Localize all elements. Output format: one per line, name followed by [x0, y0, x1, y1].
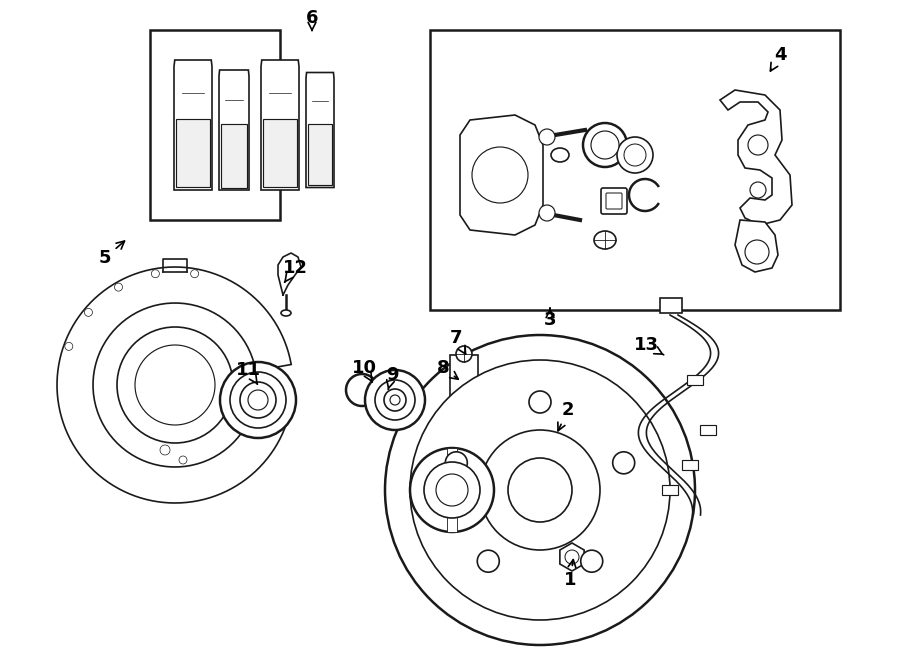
Polygon shape: [735, 220, 778, 272]
Circle shape: [65, 342, 73, 350]
Circle shape: [248, 390, 268, 410]
Circle shape: [480, 430, 600, 550]
Bar: [447, 448, 457, 532]
Bar: [687, 375, 703, 385]
Circle shape: [580, 550, 603, 572]
Circle shape: [240, 382, 276, 418]
Circle shape: [365, 370, 425, 430]
Text: 8: 8: [436, 359, 458, 379]
Polygon shape: [261, 60, 299, 190]
Bar: [660, 298, 682, 313]
Circle shape: [424, 462, 480, 518]
Polygon shape: [460, 115, 543, 235]
Polygon shape: [174, 60, 212, 190]
Text: 4: 4: [770, 46, 787, 71]
Text: 1: 1: [563, 560, 576, 589]
Circle shape: [472, 147, 528, 203]
Circle shape: [410, 448, 494, 532]
Circle shape: [617, 137, 653, 173]
Text: 6: 6: [306, 9, 319, 30]
Circle shape: [539, 205, 555, 221]
Text: 2: 2: [558, 401, 574, 431]
Bar: [430, 30, 840, 310]
Polygon shape: [219, 70, 249, 190]
Bar: [662, 485, 678, 495]
Circle shape: [410, 360, 670, 620]
Circle shape: [179, 456, 187, 464]
Circle shape: [539, 129, 555, 145]
Ellipse shape: [551, 148, 569, 162]
Circle shape: [750, 182, 766, 198]
Circle shape: [117, 327, 233, 443]
Polygon shape: [308, 124, 332, 185]
Circle shape: [565, 550, 579, 564]
Polygon shape: [264, 118, 297, 188]
Circle shape: [384, 389, 406, 411]
Circle shape: [508, 458, 572, 522]
Circle shape: [745, 240, 769, 264]
Circle shape: [191, 270, 199, 278]
Circle shape: [583, 123, 627, 167]
Circle shape: [624, 144, 646, 166]
FancyBboxPatch shape: [601, 188, 627, 214]
Text: 11: 11: [236, 361, 260, 384]
Text: 13: 13: [634, 336, 663, 355]
Polygon shape: [220, 124, 248, 188]
Circle shape: [230, 372, 286, 428]
Text: 9: 9: [386, 366, 398, 389]
Circle shape: [456, 346, 472, 362]
FancyBboxPatch shape: [606, 193, 622, 209]
Circle shape: [390, 395, 400, 405]
Circle shape: [135, 345, 215, 425]
Circle shape: [529, 391, 551, 413]
Circle shape: [748, 135, 768, 155]
Polygon shape: [176, 118, 210, 188]
Bar: [682, 460, 698, 470]
Circle shape: [613, 452, 634, 474]
Bar: [700, 425, 716, 435]
Circle shape: [436, 474, 468, 506]
Circle shape: [477, 550, 500, 572]
Circle shape: [151, 270, 159, 278]
Text: 7: 7: [450, 329, 465, 354]
Text: 3: 3: [544, 308, 556, 329]
Ellipse shape: [594, 231, 616, 249]
Bar: [150, 30, 280, 220]
Polygon shape: [306, 73, 334, 188]
Circle shape: [375, 380, 415, 420]
Ellipse shape: [281, 310, 291, 316]
Circle shape: [85, 309, 93, 317]
Text: 5: 5: [99, 241, 124, 267]
Circle shape: [591, 131, 619, 159]
Text: 12: 12: [283, 259, 308, 282]
Circle shape: [160, 445, 170, 455]
Circle shape: [114, 283, 122, 291]
Polygon shape: [720, 90, 792, 225]
Polygon shape: [57, 267, 292, 503]
Circle shape: [446, 452, 467, 474]
Bar: [450, 355, 478, 420]
Circle shape: [220, 362, 296, 438]
Text: 10: 10: [352, 359, 376, 382]
Circle shape: [385, 335, 695, 645]
